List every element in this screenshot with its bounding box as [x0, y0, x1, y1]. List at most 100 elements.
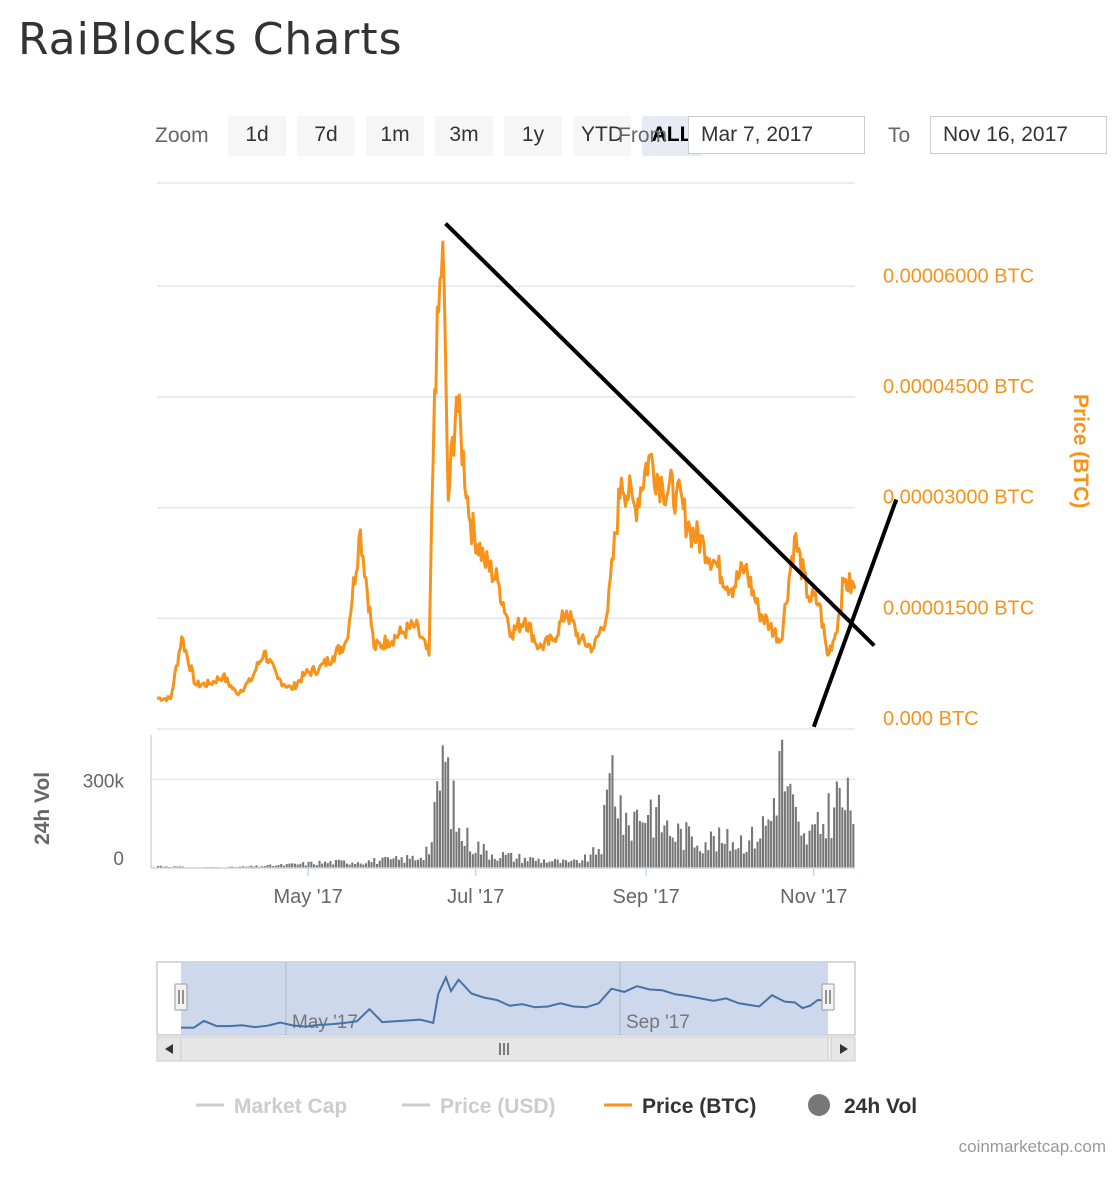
volume-bar	[578, 863, 581, 868]
volume-bar	[603, 804, 606, 868]
chevron-left-icon	[165, 1044, 173, 1054]
volume-bar	[797, 821, 800, 868]
volume-bar	[515, 858, 518, 868]
volume-bar	[425, 846, 428, 868]
navigator-right-handle[interactable]	[821, 983, 835, 1011]
volume-bar	[789, 783, 792, 868]
volume-bar	[367, 860, 370, 868]
volume-bar	[614, 806, 617, 868]
legend-item-price-usd[interactable]: Price (USD)	[440, 1095, 556, 1118]
volume-bar	[159, 865, 162, 868]
price-tick-label: 0.000 BTC	[883, 708, 979, 730]
volume-bar	[792, 794, 795, 868]
zoom-3m-button[interactable]: 3m	[435, 116, 493, 156]
volume-bar	[518, 854, 521, 868]
navigator-tick-label: Sep '17	[626, 1012, 690, 1033]
volume-bar	[523, 857, 526, 868]
volume-bar	[362, 864, 365, 868]
volume-bar	[586, 861, 589, 868]
volume-bar	[622, 834, 625, 868]
volume-bar	[263, 866, 266, 868]
volume-bar	[685, 822, 688, 868]
volume-bar	[726, 829, 729, 868]
volume-bar	[241, 866, 244, 868]
volume-bar	[751, 826, 754, 868]
volume-bar	[499, 858, 502, 868]
volume-bar	[419, 857, 422, 868]
volume-bar	[359, 863, 362, 868]
from-date-input[interactable]: Mar 7, 2017	[688, 116, 865, 154]
volume-bar	[157, 866, 160, 868]
volume-bar	[510, 852, 513, 868]
volume-bar	[794, 806, 797, 868]
volume-bar	[324, 861, 327, 868]
volume-bar	[458, 828, 461, 868]
volume-bar	[748, 840, 751, 868]
volume-bar	[668, 835, 671, 868]
volume-bar	[564, 860, 567, 868]
volume-bar	[835, 781, 838, 868]
volume-bar	[712, 836, 715, 868]
volume-bar	[545, 862, 548, 868]
zoom-1d-button[interactable]: 1d	[228, 116, 286, 156]
volume-bar	[600, 854, 603, 868]
volume-bar	[496, 860, 499, 868]
volume-bar	[310, 861, 313, 868]
volume-bar	[575, 860, 578, 868]
volume-bar	[731, 842, 734, 868]
volume-bar	[313, 864, 316, 868]
x-tick-label: May '17	[273, 886, 342, 908]
volume-bar	[266, 865, 269, 868]
volume-bar	[343, 860, 346, 868]
price-tick-label: 0.00004500 BTC	[883, 376, 1034, 398]
from-label: From	[618, 124, 667, 147]
legend-circle-icon	[808, 1094, 830, 1116]
volume-bar	[485, 850, 488, 868]
volume-bar	[329, 861, 332, 868]
volume-bar	[844, 810, 847, 868]
volume-bar	[315, 865, 318, 868]
volume-bar	[556, 859, 559, 868]
volume-bar	[611, 755, 614, 868]
volume-bar	[808, 830, 811, 868]
volume-bar	[428, 854, 431, 868]
volume-bar	[636, 809, 639, 868]
navigator-left-handle[interactable]	[174, 983, 188, 1011]
volume-bar	[849, 810, 852, 868]
volume-bar	[512, 861, 515, 868]
price-tick-label: 0.00006000 BTC	[883, 265, 1034, 287]
volume-bar	[553, 859, 556, 868]
legend-item-market-cap[interactable]: Market Cap	[234, 1095, 347, 1118]
volume-bar	[638, 821, 641, 868]
volume-axis-title: 24h Vol	[31, 772, 54, 845]
zoom-ytd-button[interactable]: YTD	[573, 116, 631, 156]
volume-bar	[376, 863, 379, 868]
volume-bar	[674, 841, 677, 868]
to-date-input[interactable]: Nov 16, 2017	[930, 116, 1107, 154]
zoom-1y-button[interactable]: 1y	[504, 116, 562, 156]
volume-bar	[395, 856, 398, 868]
credit-link[interactable]: coinmarketcap.com	[958, 1137, 1106, 1156]
volume-bar	[293, 863, 296, 868]
volume-bar	[173, 866, 176, 868]
legend-item-24h-vol[interactable]: 24h Vol	[844, 1095, 917, 1118]
zoom-1m-button[interactable]: 1m	[366, 116, 424, 156]
volume-bar	[846, 777, 849, 868]
volume-bar	[302, 862, 305, 868]
volume-bar	[384, 856, 387, 868]
volume-bar	[647, 815, 650, 868]
volume-bar	[783, 791, 786, 868]
legend-item-price-btc[interactable]: Price (BTC)	[642, 1095, 756, 1118]
volume-bar	[688, 826, 691, 868]
volume-bar	[488, 859, 491, 868]
volume-bar	[532, 857, 535, 868]
volume-bar	[772, 798, 775, 868]
volume-bar	[679, 828, 682, 868]
volume-bar	[165, 866, 168, 868]
navigator-selected-range[interactable]	[181, 962, 828, 1035]
volume-bar	[326, 863, 329, 868]
zoom-7d-button[interactable]: 7d	[297, 116, 355, 156]
volume-bar	[800, 835, 803, 868]
volume-bar	[444, 761, 447, 868]
volume-bar	[482, 844, 485, 868]
